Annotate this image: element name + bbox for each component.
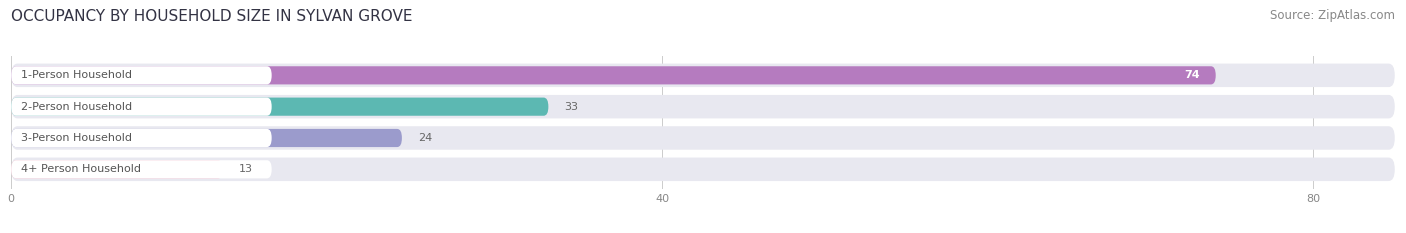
Text: 13: 13 [239, 164, 253, 174]
FancyBboxPatch shape [11, 98, 271, 116]
FancyBboxPatch shape [11, 95, 1395, 118]
Text: 3-Person Household: 3-Person Household [21, 133, 132, 143]
FancyBboxPatch shape [11, 160, 222, 178]
FancyBboxPatch shape [11, 66, 271, 84]
Text: 24: 24 [418, 133, 433, 143]
Text: 4+ Person Household: 4+ Person Household [21, 164, 141, 174]
Text: OCCUPANCY BY HOUSEHOLD SIZE IN SYLVAN GROVE: OCCUPANCY BY HOUSEHOLD SIZE IN SYLVAN GR… [11, 9, 413, 24]
FancyBboxPatch shape [11, 160, 271, 178]
FancyBboxPatch shape [11, 129, 271, 147]
Text: Source: ZipAtlas.com: Source: ZipAtlas.com [1270, 9, 1395, 22]
Text: 33: 33 [565, 102, 579, 112]
FancyBboxPatch shape [11, 129, 402, 147]
FancyBboxPatch shape [11, 158, 1395, 181]
FancyBboxPatch shape [11, 64, 1395, 87]
Text: 1-Person Household: 1-Person Household [21, 70, 132, 80]
FancyBboxPatch shape [11, 126, 1395, 150]
Text: 74: 74 [1184, 70, 1199, 80]
Text: 2-Person Household: 2-Person Household [21, 102, 132, 112]
FancyBboxPatch shape [11, 66, 1216, 84]
FancyBboxPatch shape [11, 98, 548, 116]
